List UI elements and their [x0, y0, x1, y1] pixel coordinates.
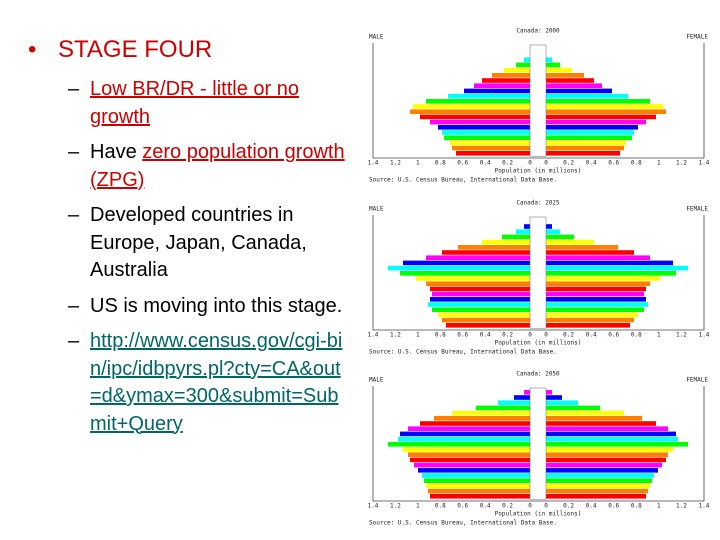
tick-label: 0.8 [631, 503, 642, 510]
tick-label: 1.2 [676, 332, 687, 339]
tick-label: 1 [416, 160, 420, 167]
age-column [529, 387, 547, 500]
tick-label: 0.2 [502, 160, 513, 167]
tick-label: 1 [416, 503, 420, 510]
tick-label: 0.4 [586, 160, 597, 167]
sub-bullet: http://www.census.gov/cgi-bin/ipc/idbpyr… [68, 328, 348, 438]
source-note: Source: U.S. Census Bureau, Internationa… [369, 520, 557, 527]
link-text[interactable]: http://www.census.gov/cgi-bin/ipc/idbpyr… [90, 330, 343, 435]
female-label: FEMALE [686, 206, 708, 213]
sub-bullet: Low BR/DR - little or no growth [68, 76, 348, 131]
tick-label: 0.6 [457, 160, 468, 167]
tick-label: 0.4 [480, 160, 491, 167]
age-column [529, 44, 547, 157]
pyramid-title: Canada: 2050 [516, 371, 560, 378]
bullet-list: Low BR/DR - little or no growth Have zero… [68, 76, 348, 446]
pyramid-title: Canada: 2000 [516, 28, 560, 35]
tick-label: 0 [544, 160, 548, 167]
pyramid-title: Canada: 2025 [516, 200, 560, 207]
tick-label: 0.4 [480, 332, 491, 339]
sub-bullet: Have zero population growth (ZPG) [68, 139, 348, 194]
tick-label: 1.2 [390, 160, 401, 167]
male-label: MALE [369, 34, 384, 41]
sub-bullet: US is moving into this stage. [68, 293, 348, 321]
sub-bullet: Developed countries in Europe, Japan, Ca… [68, 202, 348, 285]
tick-label: 1.2 [676, 160, 687, 167]
male-label: MALE [369, 206, 384, 213]
tick-label: 0.6 [457, 332, 468, 339]
female-label: FEMALE [686, 34, 708, 41]
tick-label: 0 [544, 503, 548, 510]
age-column [529, 216, 547, 329]
tick-label: 0 [528, 160, 532, 167]
tick-label: 0.2 [563, 503, 574, 510]
tick-label: 0.2 [502, 503, 513, 510]
tick-label: 1.2 [390, 332, 401, 339]
x-axis-label: Population (in millions) [495, 340, 582, 347]
tick-label: 0.4 [586, 503, 597, 510]
tick-label: 1 [657, 332, 661, 339]
tick-label: 0.6 [457, 503, 468, 510]
tick-label: 1 [657, 503, 661, 510]
tick-label: 1.4 [368, 332, 379, 339]
bullet-text: US is moving into this stage. [90, 294, 343, 317]
source-note: Source: U.S. Census Bureau, Internationa… [369, 177, 557, 184]
tick-label: 1.4 [699, 332, 710, 339]
tick-label: 0 [528, 503, 532, 510]
bullet-text: Developed countries in Europe, Japan, Ca… [90, 204, 307, 281]
tick-label: 0.2 [563, 332, 574, 339]
x-axis-label: Population (in millions) [495, 168, 582, 175]
tick-label: 0.8 [631, 332, 642, 339]
tick-label: 1.4 [368, 503, 379, 510]
tick-label: 1.2 [390, 503, 401, 510]
heading-text: STAGE FOUR [58, 36, 213, 63]
tick-label: 1.4 [699, 503, 710, 510]
link-text[interactable]: Low BR/DR - little or no growth [90, 78, 299, 128]
tick-label: 0.6 [608, 503, 619, 510]
link-text[interactable]: zero population growth (ZPG) [90, 141, 345, 191]
tick-label: 0.8 [435, 332, 446, 339]
x-axis-label: Population (in millions) [495, 511, 582, 518]
source-note: Source: U.S. Census Bureau, Internationa… [369, 349, 557, 356]
tick-label: 0.4 [586, 332, 597, 339]
tick-label: 0 [544, 332, 548, 339]
tick-label: 1.4 [368, 160, 379, 167]
heading: • STAGE FOUR [28, 36, 213, 63]
tick-label: 1.4 [699, 160, 710, 167]
tick-label: 1 [657, 160, 661, 167]
tick-label: 1 [416, 332, 420, 339]
tick-label: 1.2 [676, 503, 687, 510]
male-label: MALE [369, 377, 384, 384]
tick-label: 0.4 [480, 503, 491, 510]
bullet-text: Have [90, 141, 143, 163]
population-pyramid: Canada: 2025 MALE FEMALE 1.4 1.2 1 0.8 0.6 0.4 0.… [365, 197, 712, 357]
population-pyramid: Canada: 2050 MALE FEMALE 1.4 1.2 1 0.8 0.6 0.4 0.… [365, 368, 712, 528]
tick-label: 0.6 [608, 160, 619, 167]
tick-label: 0 [528, 332, 532, 339]
female-label: FEMALE [686, 377, 708, 384]
tick-label: 0.2 [563, 160, 574, 167]
population-pyramid: Canada: 2000 MALE FEMALE 1.4 1.2 1 0.8 0.6 0.4 0.… [365, 25, 712, 185]
tick-label: 0.2 [502, 332, 513, 339]
tick-label: 0.6 [608, 332, 619, 339]
tick-label: 0.8 [435, 160, 446, 167]
tick-label: 0.8 [631, 160, 642, 167]
tick-label: 0.8 [435, 503, 446, 510]
